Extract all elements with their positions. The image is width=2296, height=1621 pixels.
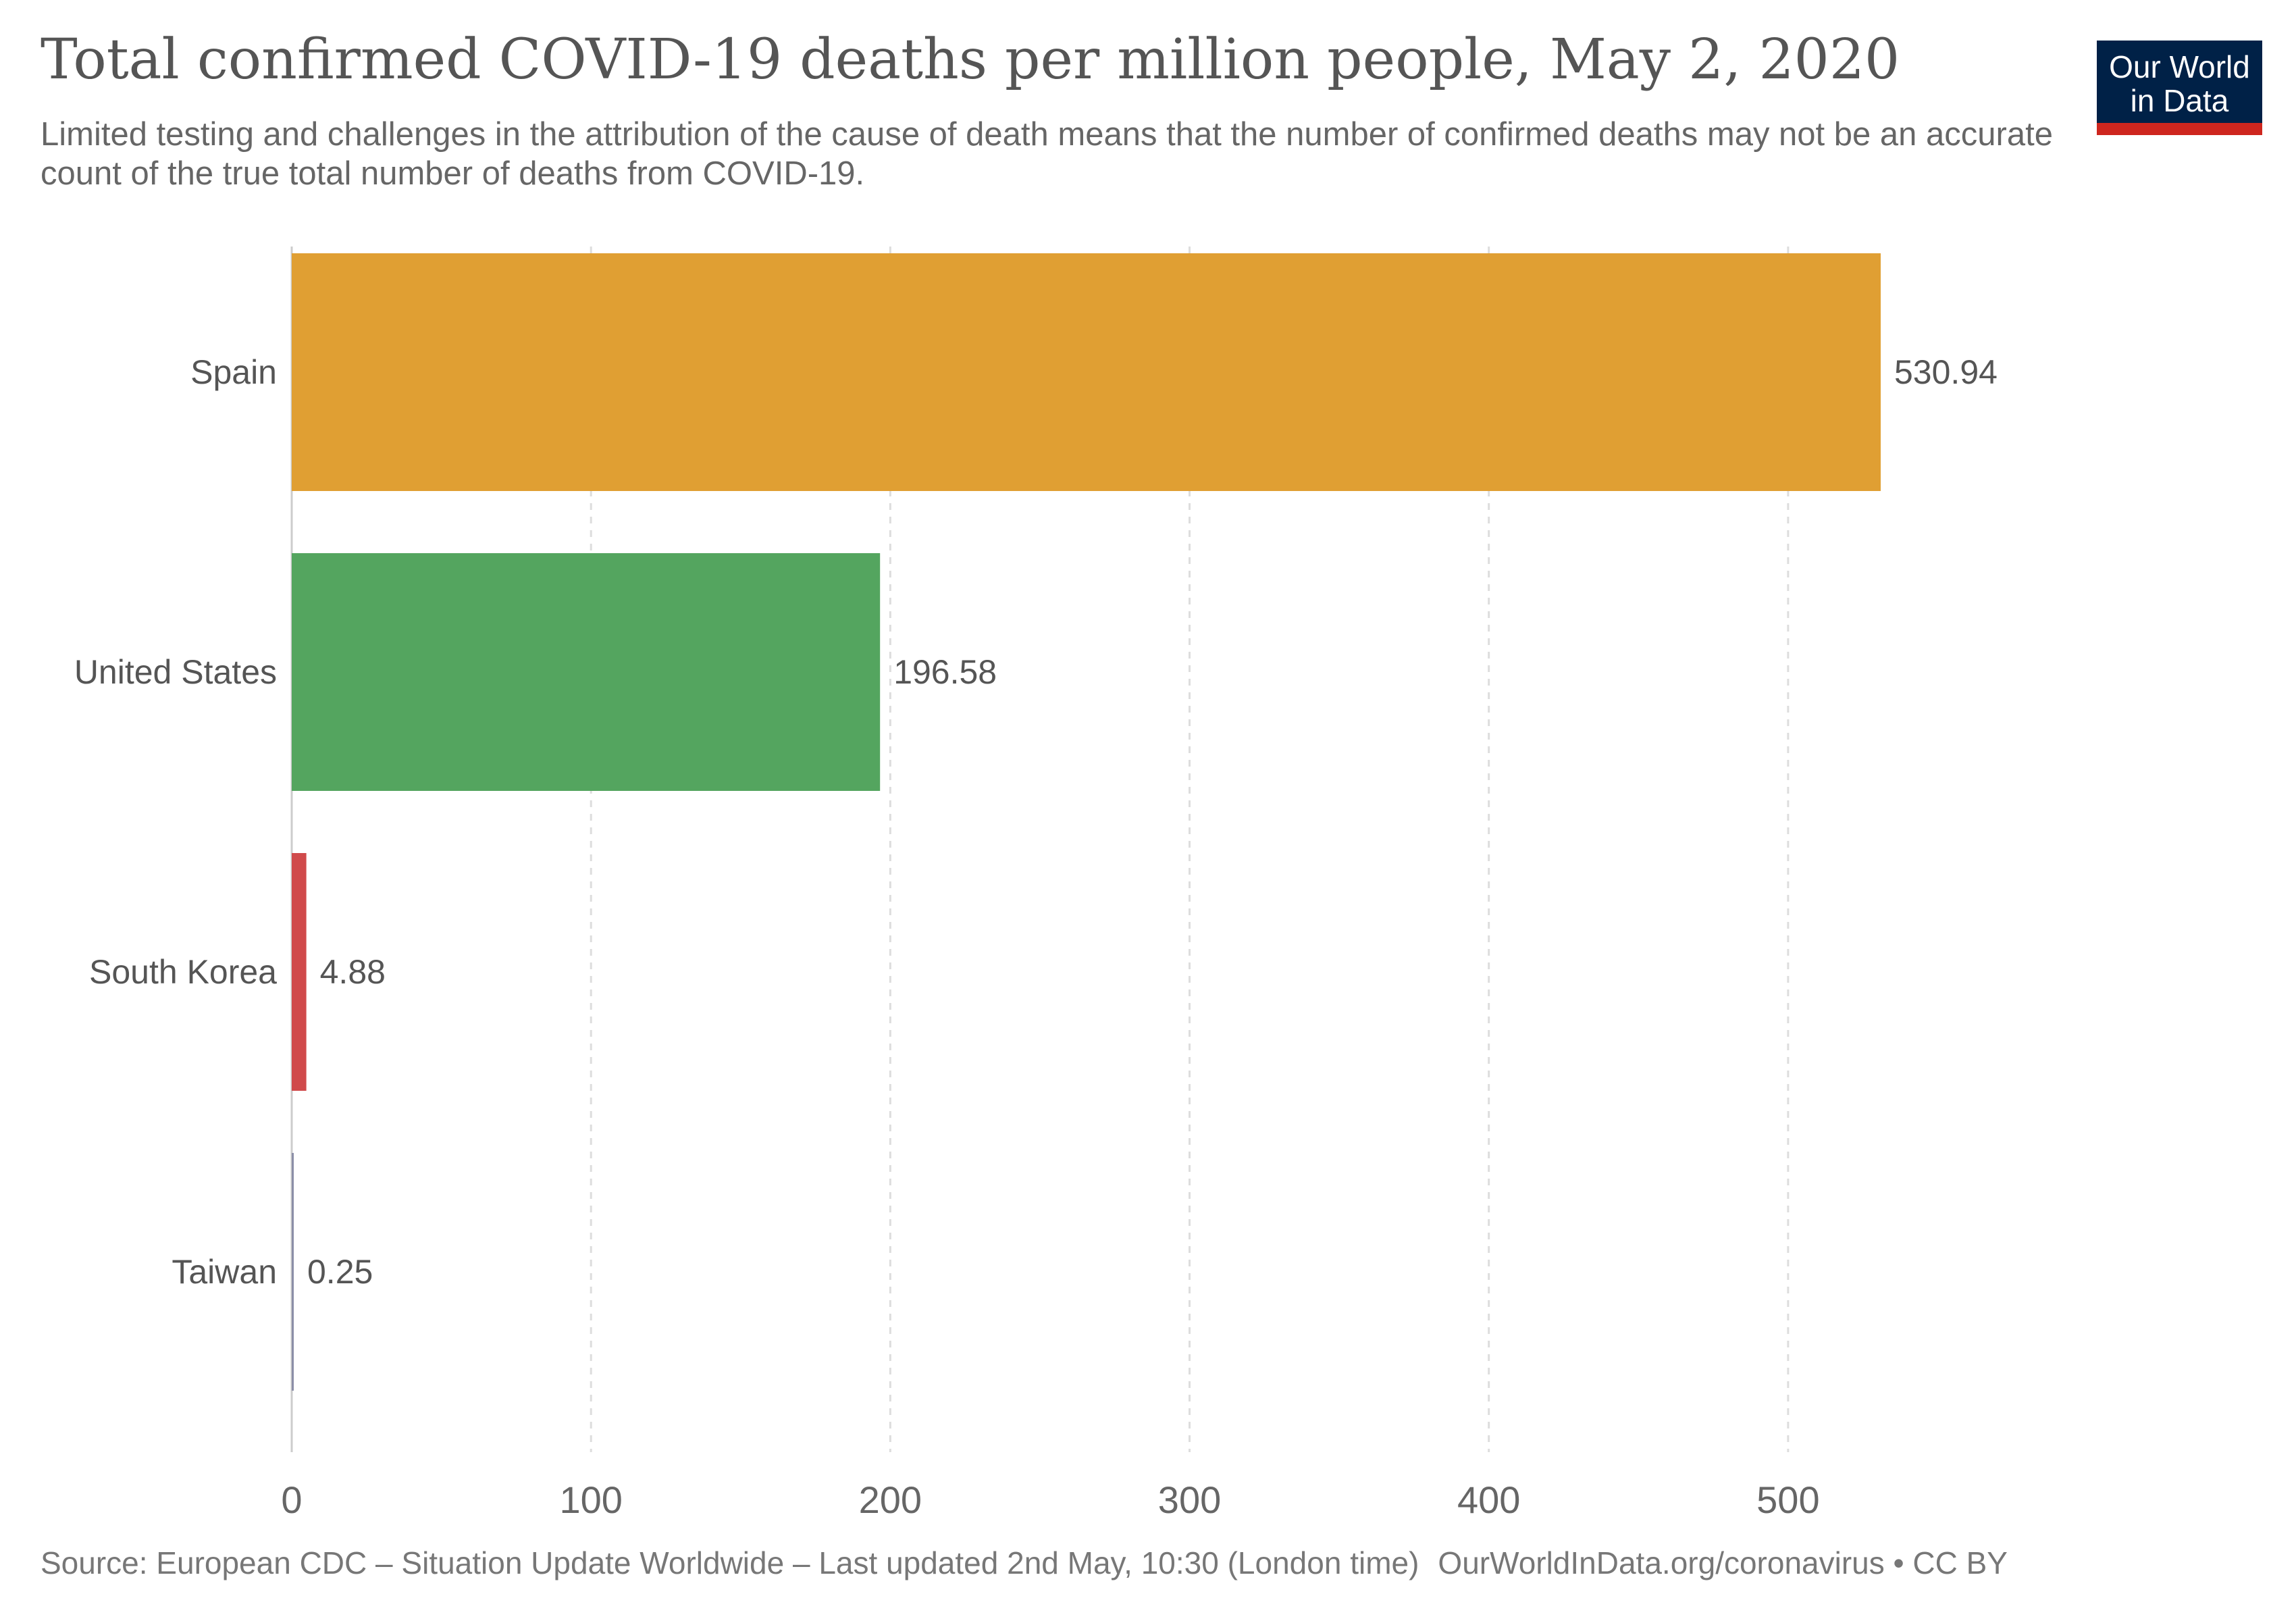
site-link[interactable]: OurWorldInData.org/coronavirus • CC BY — [1438, 1545, 2008, 1580]
x-tick-label-500: 500 — [1756, 1478, 1819, 1521]
x-tick-label-0: 0 — [281, 1478, 302, 1521]
bar-chart: Spain 530.94 United States 196.58 South Kore… — [74, 247, 1998, 1521]
value-label-south-korea: 4.88 — [320, 953, 386, 991]
chart-footer: Source: European CDC – Situation Update … — [41, 1544, 2282, 1582]
bar-spain — [292, 253, 1881, 491]
logo-line-1: Our World — [2109, 49, 2250, 84]
value-label-taiwan: 0.25 — [307, 1253, 373, 1291]
x-tick-label-200: 200 — [859, 1478, 922, 1521]
category-label-south-korea: South Korea — [89, 953, 277, 991]
category-label-taiwan: Taiwan — [172, 1253, 277, 1291]
category-label-united-states: United States — [74, 653, 277, 691]
category-label-spain: Spain — [190, 353, 277, 391]
bar-taiwan — [292, 1153, 294, 1391]
value-label-united-states: 196.58 — [893, 653, 997, 691]
x-tick-label-400: 400 — [1457, 1478, 1520, 1521]
x-tick-label-100: 100 — [559, 1478, 622, 1521]
x-tick-label-300: 300 — [1158, 1478, 1221, 1521]
chart-title: Total confirmed COVID-19 deaths per mill… — [41, 28, 1900, 92]
source-note: Source: European CDC – Situation Update … — [41, 1545, 1419, 1580]
our-world-in-data-logo[interactable]: Our World in Data — [2097, 41, 2262, 135]
bar-south-korea — [292, 853, 307, 1091]
logo-accent-bar — [2097, 123, 2262, 135]
chart-subtitle: Limited testing and challenges in the at… — [41, 116, 2053, 192]
value-label-spain: 530.94 — [1894, 353, 1998, 391]
bar-united-states — [292, 553, 881, 791]
logo-line-2: in Data — [2130, 83, 2229, 118]
